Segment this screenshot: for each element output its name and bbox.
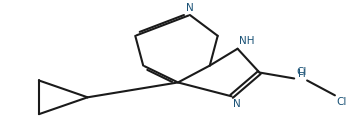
Text: N: N [186,3,194,13]
Text: N: N [233,99,241,109]
Text: NH: NH [239,36,255,46]
Text: H: H [298,69,305,79]
Text: Cl: Cl [336,97,347,107]
Text: Cl: Cl [296,67,307,77]
